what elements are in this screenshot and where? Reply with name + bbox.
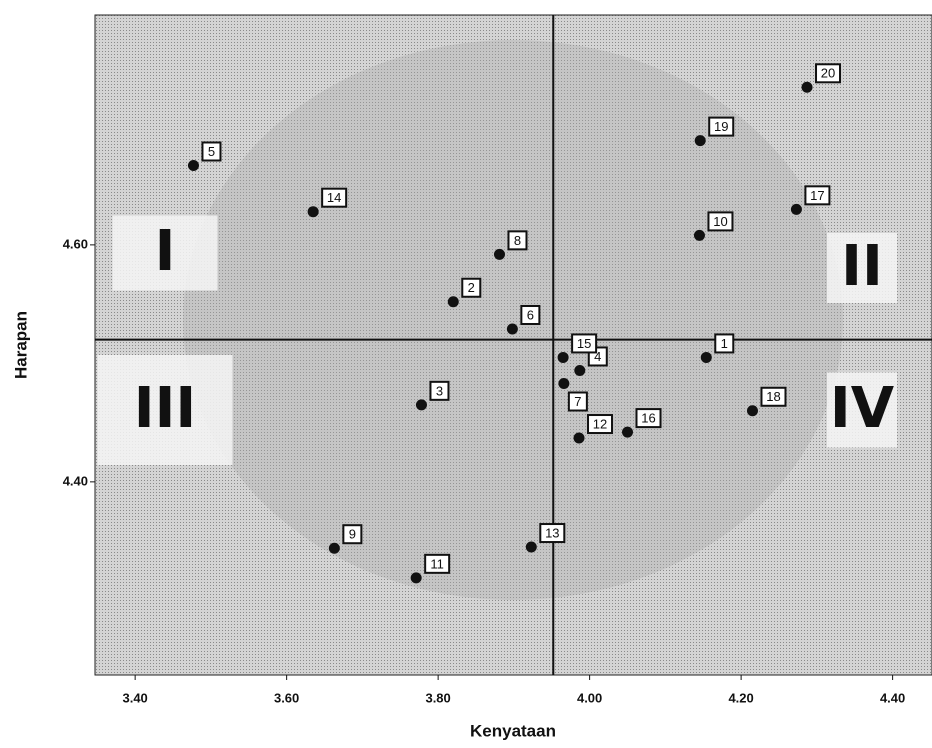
- point-label: 20: [821, 66, 835, 81]
- point-label: 9: [349, 527, 356, 542]
- x-tick-label: 4.40: [880, 690, 905, 705]
- x-tick-label: 4.00: [577, 690, 602, 705]
- point: [701, 352, 712, 363]
- point: [494, 249, 505, 260]
- point-label: 17: [810, 188, 824, 203]
- point-label: 1: [721, 336, 728, 351]
- point: [329, 543, 340, 554]
- x-tick-label: 3.80: [425, 690, 450, 705]
- point-label: 19: [714, 119, 728, 134]
- point: [574, 365, 585, 376]
- quadrant-label: I: [155, 219, 176, 284]
- point-label: 14: [327, 190, 341, 205]
- point: [574, 433, 585, 444]
- x-tick-label: 3.40: [122, 690, 147, 705]
- page: {"chart_data": {"type": "scatter", "x_la…: [0, 0, 932, 748]
- point: [507, 324, 518, 335]
- point-label: 15: [577, 336, 591, 351]
- point: [308, 206, 319, 217]
- point-label: 16: [641, 411, 655, 426]
- quadrant-label: IV: [830, 376, 895, 441]
- point-label: 11: [430, 556, 444, 571]
- point: [448, 296, 459, 307]
- point-label: 2: [468, 280, 475, 295]
- point-label: 3: [436, 383, 443, 398]
- point: [526, 542, 537, 553]
- quadrant-label: III: [134, 376, 197, 441]
- x-tick-label: 3.60: [274, 690, 299, 705]
- point-label: 6: [527, 307, 534, 322]
- point: [411, 572, 422, 583]
- point: [416, 399, 427, 410]
- x-axis-title: Kenyataan: [470, 721, 556, 740]
- x-tick-label: 4.20: [728, 690, 753, 705]
- point-label: 10: [713, 214, 727, 229]
- y-tick-label: 4.60: [63, 236, 88, 251]
- quadrant-label: II: [841, 234, 883, 299]
- point: [802, 82, 813, 93]
- point: [558, 352, 569, 363]
- y-tick-label: 4.40: [63, 473, 88, 488]
- point-label: 8: [514, 233, 521, 248]
- point: [622, 427, 633, 438]
- background-watermark: [183, 40, 843, 600]
- point-label: 13: [545, 525, 559, 540]
- chart: Kenyataan Harapan IIIIIIIV3.403.603.804.…: [0, 0, 932, 748]
- point-label: 12: [593, 416, 607, 431]
- point: [695, 135, 706, 146]
- point: [694, 230, 705, 241]
- point-label: 7: [574, 394, 581, 409]
- point: [791, 204, 802, 215]
- point-label: 5: [208, 144, 215, 159]
- y-axis-title: Harapan: [11, 311, 30, 379]
- point: [747, 405, 758, 416]
- point: [188, 160, 199, 171]
- point: [558, 378, 569, 389]
- point-label: 18: [766, 389, 780, 404]
